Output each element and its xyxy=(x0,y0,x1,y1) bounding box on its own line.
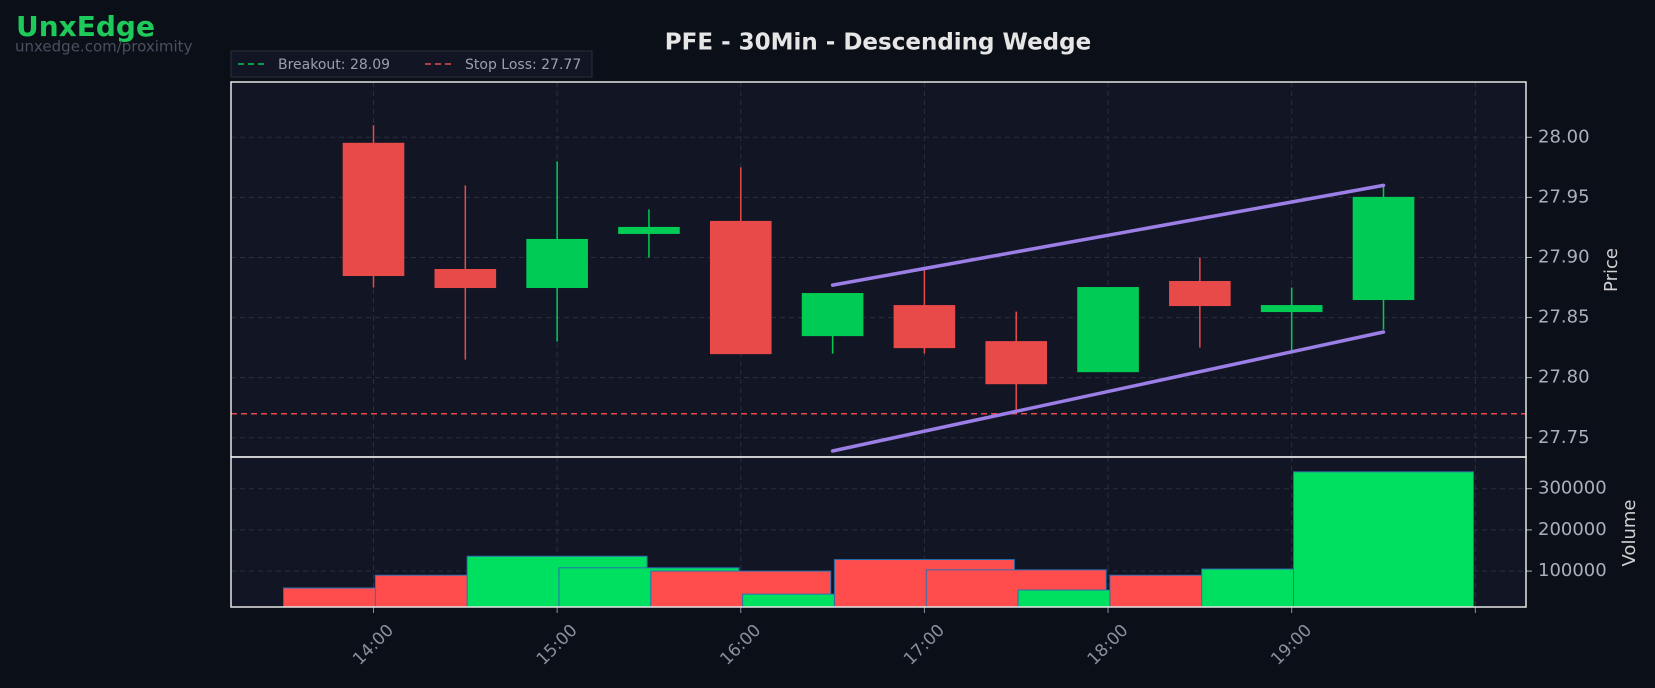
candle-body xyxy=(342,142,405,277)
y-tick-label: 27.80 xyxy=(1538,367,1590,388)
candle-body xyxy=(1169,281,1231,307)
volume-tick-label: 100000 xyxy=(1538,560,1607,581)
candle-body xyxy=(1260,305,1323,313)
brand: UnxEdge xyxy=(16,10,155,43)
y-tick-label: 27.75 xyxy=(1538,427,1590,448)
candle-body xyxy=(618,226,680,234)
price-panel xyxy=(231,82,1526,457)
x-tick-label: 18:00 xyxy=(1084,621,1133,670)
brand-url: unxedge.com/proximity xyxy=(15,38,193,56)
x-tick-label: 14:00 xyxy=(349,621,398,670)
x-tick-label: 15:00 xyxy=(533,621,582,670)
volume-tick-label: 200000 xyxy=(1538,519,1607,540)
legend xyxy=(230,50,593,78)
wedge-line xyxy=(830,330,1386,453)
y-tick-label: 27.85 xyxy=(1538,307,1590,328)
candle-body xyxy=(434,269,497,289)
x-tick-label: 16:00 xyxy=(716,621,765,670)
y-tick-label: 27.95 xyxy=(1538,186,1590,207)
volume-panel xyxy=(231,457,1526,607)
legend-label: Stop Loss: 27.77 xyxy=(465,57,581,73)
candle-body xyxy=(893,305,956,349)
x-tick-label: 19:00 xyxy=(1267,621,1316,670)
candle-body xyxy=(526,238,588,289)
y-tick-label: 28.00 xyxy=(1538,126,1590,147)
candle-body xyxy=(1077,287,1139,373)
volume-tick-label: 300000 xyxy=(1538,478,1607,499)
chart-title: PFE - 30Min - Descending Wedge xyxy=(665,30,1091,56)
volume-axis-label: Volume xyxy=(1619,500,1640,567)
volume-frame xyxy=(230,456,1527,608)
candle-body xyxy=(1352,196,1415,301)
legend-label: Breakout: 28.09 xyxy=(278,57,390,73)
wedge-line xyxy=(830,183,1386,287)
y-tick-label: 27.90 xyxy=(1538,246,1590,267)
candle-body xyxy=(709,220,772,355)
candle-body xyxy=(985,341,1048,385)
x-tick-label: 17:00 xyxy=(900,621,949,670)
candle-body xyxy=(801,293,864,337)
volume-bar xyxy=(1293,471,1474,607)
y-axis-label: Price xyxy=(1601,248,1622,292)
